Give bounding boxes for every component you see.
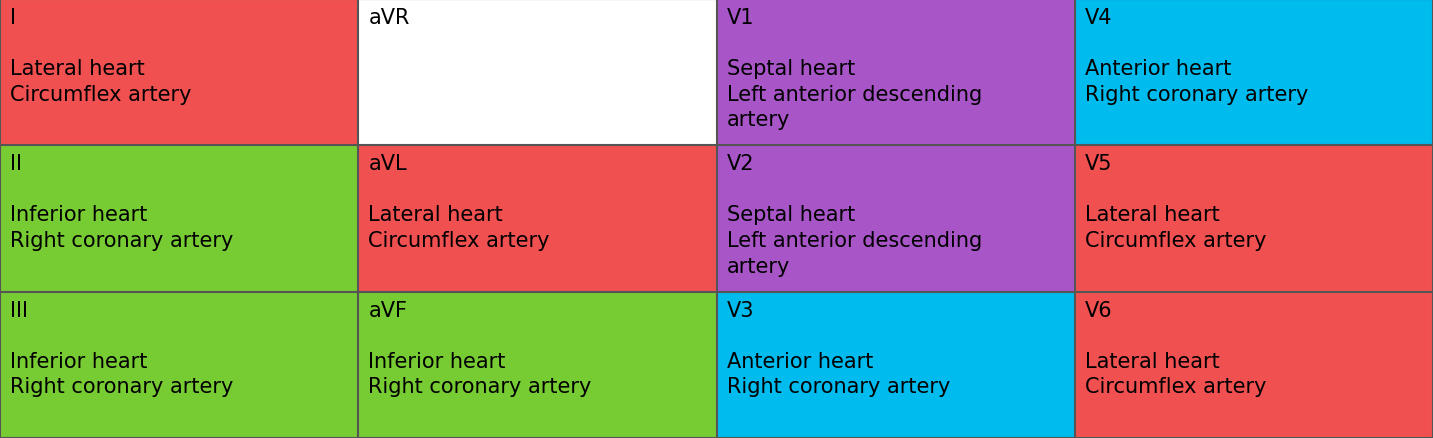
Bar xyxy=(358,146,716,292)
Bar xyxy=(0,292,358,438)
Text: aVF

Inferior heart
Right coronary artery: aVF Inferior heart Right coronary artery xyxy=(368,300,592,396)
Text: V6

Lateral heart
Circumflex artery: V6 Lateral heart Circumflex artery xyxy=(1085,300,1267,396)
Text: aVL

Lateral heart
Circumflex artery: aVL Lateral heart Circumflex artery xyxy=(368,154,550,251)
Bar xyxy=(1075,292,1433,438)
Bar xyxy=(358,0,716,146)
Text: I

Lateral heart
Circumflex artery: I Lateral heart Circumflex artery xyxy=(10,8,192,105)
Bar xyxy=(1075,146,1433,292)
Text: V3

Anterior heart
Right coronary artery: V3 Anterior heart Right coronary artery xyxy=(727,300,950,396)
Bar xyxy=(0,146,358,292)
Text: II

Inferior heart
Right coronary artery: II Inferior heart Right coronary artery xyxy=(10,154,234,251)
Bar xyxy=(716,146,1075,292)
Bar xyxy=(716,292,1075,438)
Bar xyxy=(1075,0,1433,146)
Text: aVR: aVR xyxy=(368,8,410,28)
Bar xyxy=(716,0,1075,146)
Text: V1

Septal heart
Left anterior descending
artery: V1 Septal heart Left anterior descending… xyxy=(727,8,982,130)
Text: V2

Septal heart
Left anterior descending
artery: V2 Septal heart Left anterior descending… xyxy=(727,154,982,276)
Text: III

Inferior heart
Right coronary artery: III Inferior heart Right coronary artery xyxy=(10,300,234,396)
Text: V5

Lateral heart
Circumflex artery: V5 Lateral heart Circumflex artery xyxy=(1085,154,1267,251)
Text: V4

Anterior heart
Right coronary artery: V4 Anterior heart Right coronary artery xyxy=(1085,8,1308,105)
Bar xyxy=(358,292,716,438)
Bar xyxy=(0,0,358,146)
